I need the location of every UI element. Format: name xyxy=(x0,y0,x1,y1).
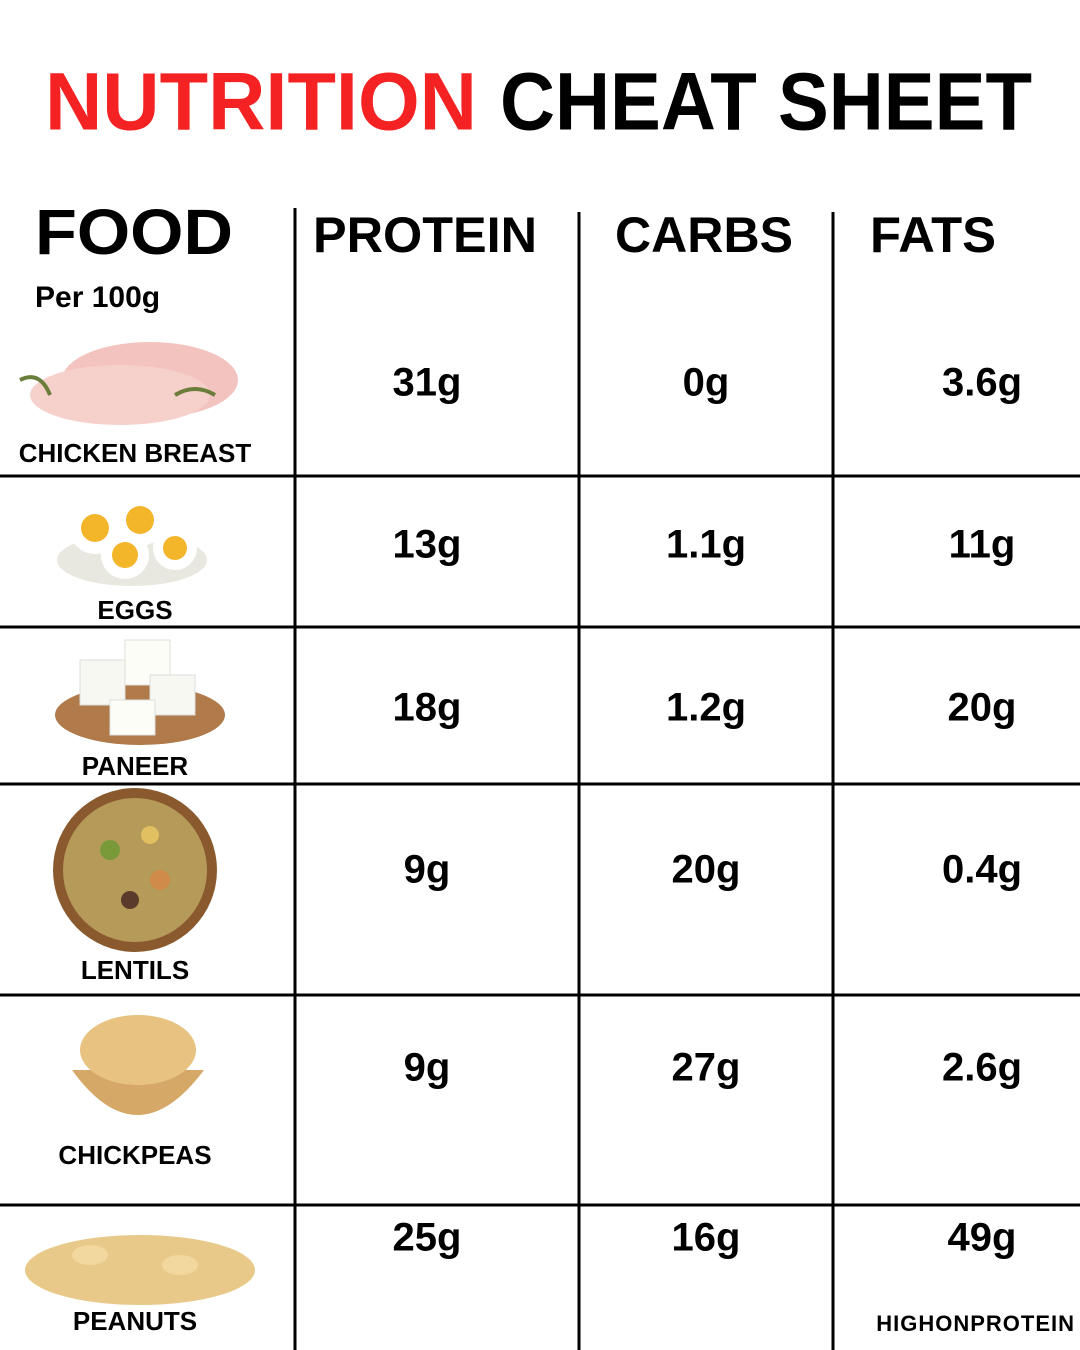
nutrient-value: 1.2g xyxy=(666,686,746,730)
column-header: FATS xyxy=(870,207,996,263)
nutrient-value: 16g xyxy=(672,1216,741,1260)
chickpeas-image xyxy=(72,1015,204,1115)
nutrient-value: 20g xyxy=(948,686,1017,730)
food-name: PANEER xyxy=(82,751,189,781)
nutrient-value: 11g xyxy=(949,523,1016,567)
nutrient-value: 49g xyxy=(948,1216,1017,1260)
column-header: FOOD xyxy=(35,196,233,268)
title-highlight: NUTRITION xyxy=(45,57,477,148)
nutrient-value: 20g xyxy=(672,848,741,892)
title-rest: CHEAT SHEET xyxy=(500,57,1032,148)
nutrient-value: 25g xyxy=(393,1216,462,1260)
nutrient-value: 9g xyxy=(404,1046,451,1090)
nutrient-value: 9g xyxy=(404,848,451,892)
food-name: LENTILS xyxy=(81,955,189,985)
paneer-image xyxy=(55,639,225,745)
nutrient-value: 31g xyxy=(393,361,462,405)
column-header: CARBS xyxy=(615,207,793,263)
nutrient-value: 18g xyxy=(393,686,462,730)
eggs-image xyxy=(57,494,207,586)
nutrient-value: 13g xyxy=(393,523,462,567)
nutrient-value: 0g xyxy=(683,361,730,405)
brand: HIGHONPROTEIN xyxy=(876,1311,1075,1336)
food-name: CHICKPEAS xyxy=(58,1140,211,1170)
food-name: PEANUTS xyxy=(73,1306,197,1336)
peanuts-image xyxy=(25,1235,255,1305)
nutrient-value: 0.4g xyxy=(942,848,1022,892)
column-header: PROTEIN xyxy=(313,207,537,263)
food-name: EGGS xyxy=(97,595,172,625)
food-name: CHICKEN BREAST xyxy=(19,438,252,468)
lentils-image xyxy=(53,788,217,952)
nutrient-value: 27g xyxy=(672,1046,741,1090)
nutrient-value: 3.6g xyxy=(942,361,1022,405)
nutrient-value: 1.1g xyxy=(666,523,746,567)
grid xyxy=(0,208,1080,1350)
unit-note: Per 100g xyxy=(35,281,160,314)
nutrient-value: 2.6g xyxy=(942,1046,1022,1090)
chicken-image xyxy=(19,342,238,425)
